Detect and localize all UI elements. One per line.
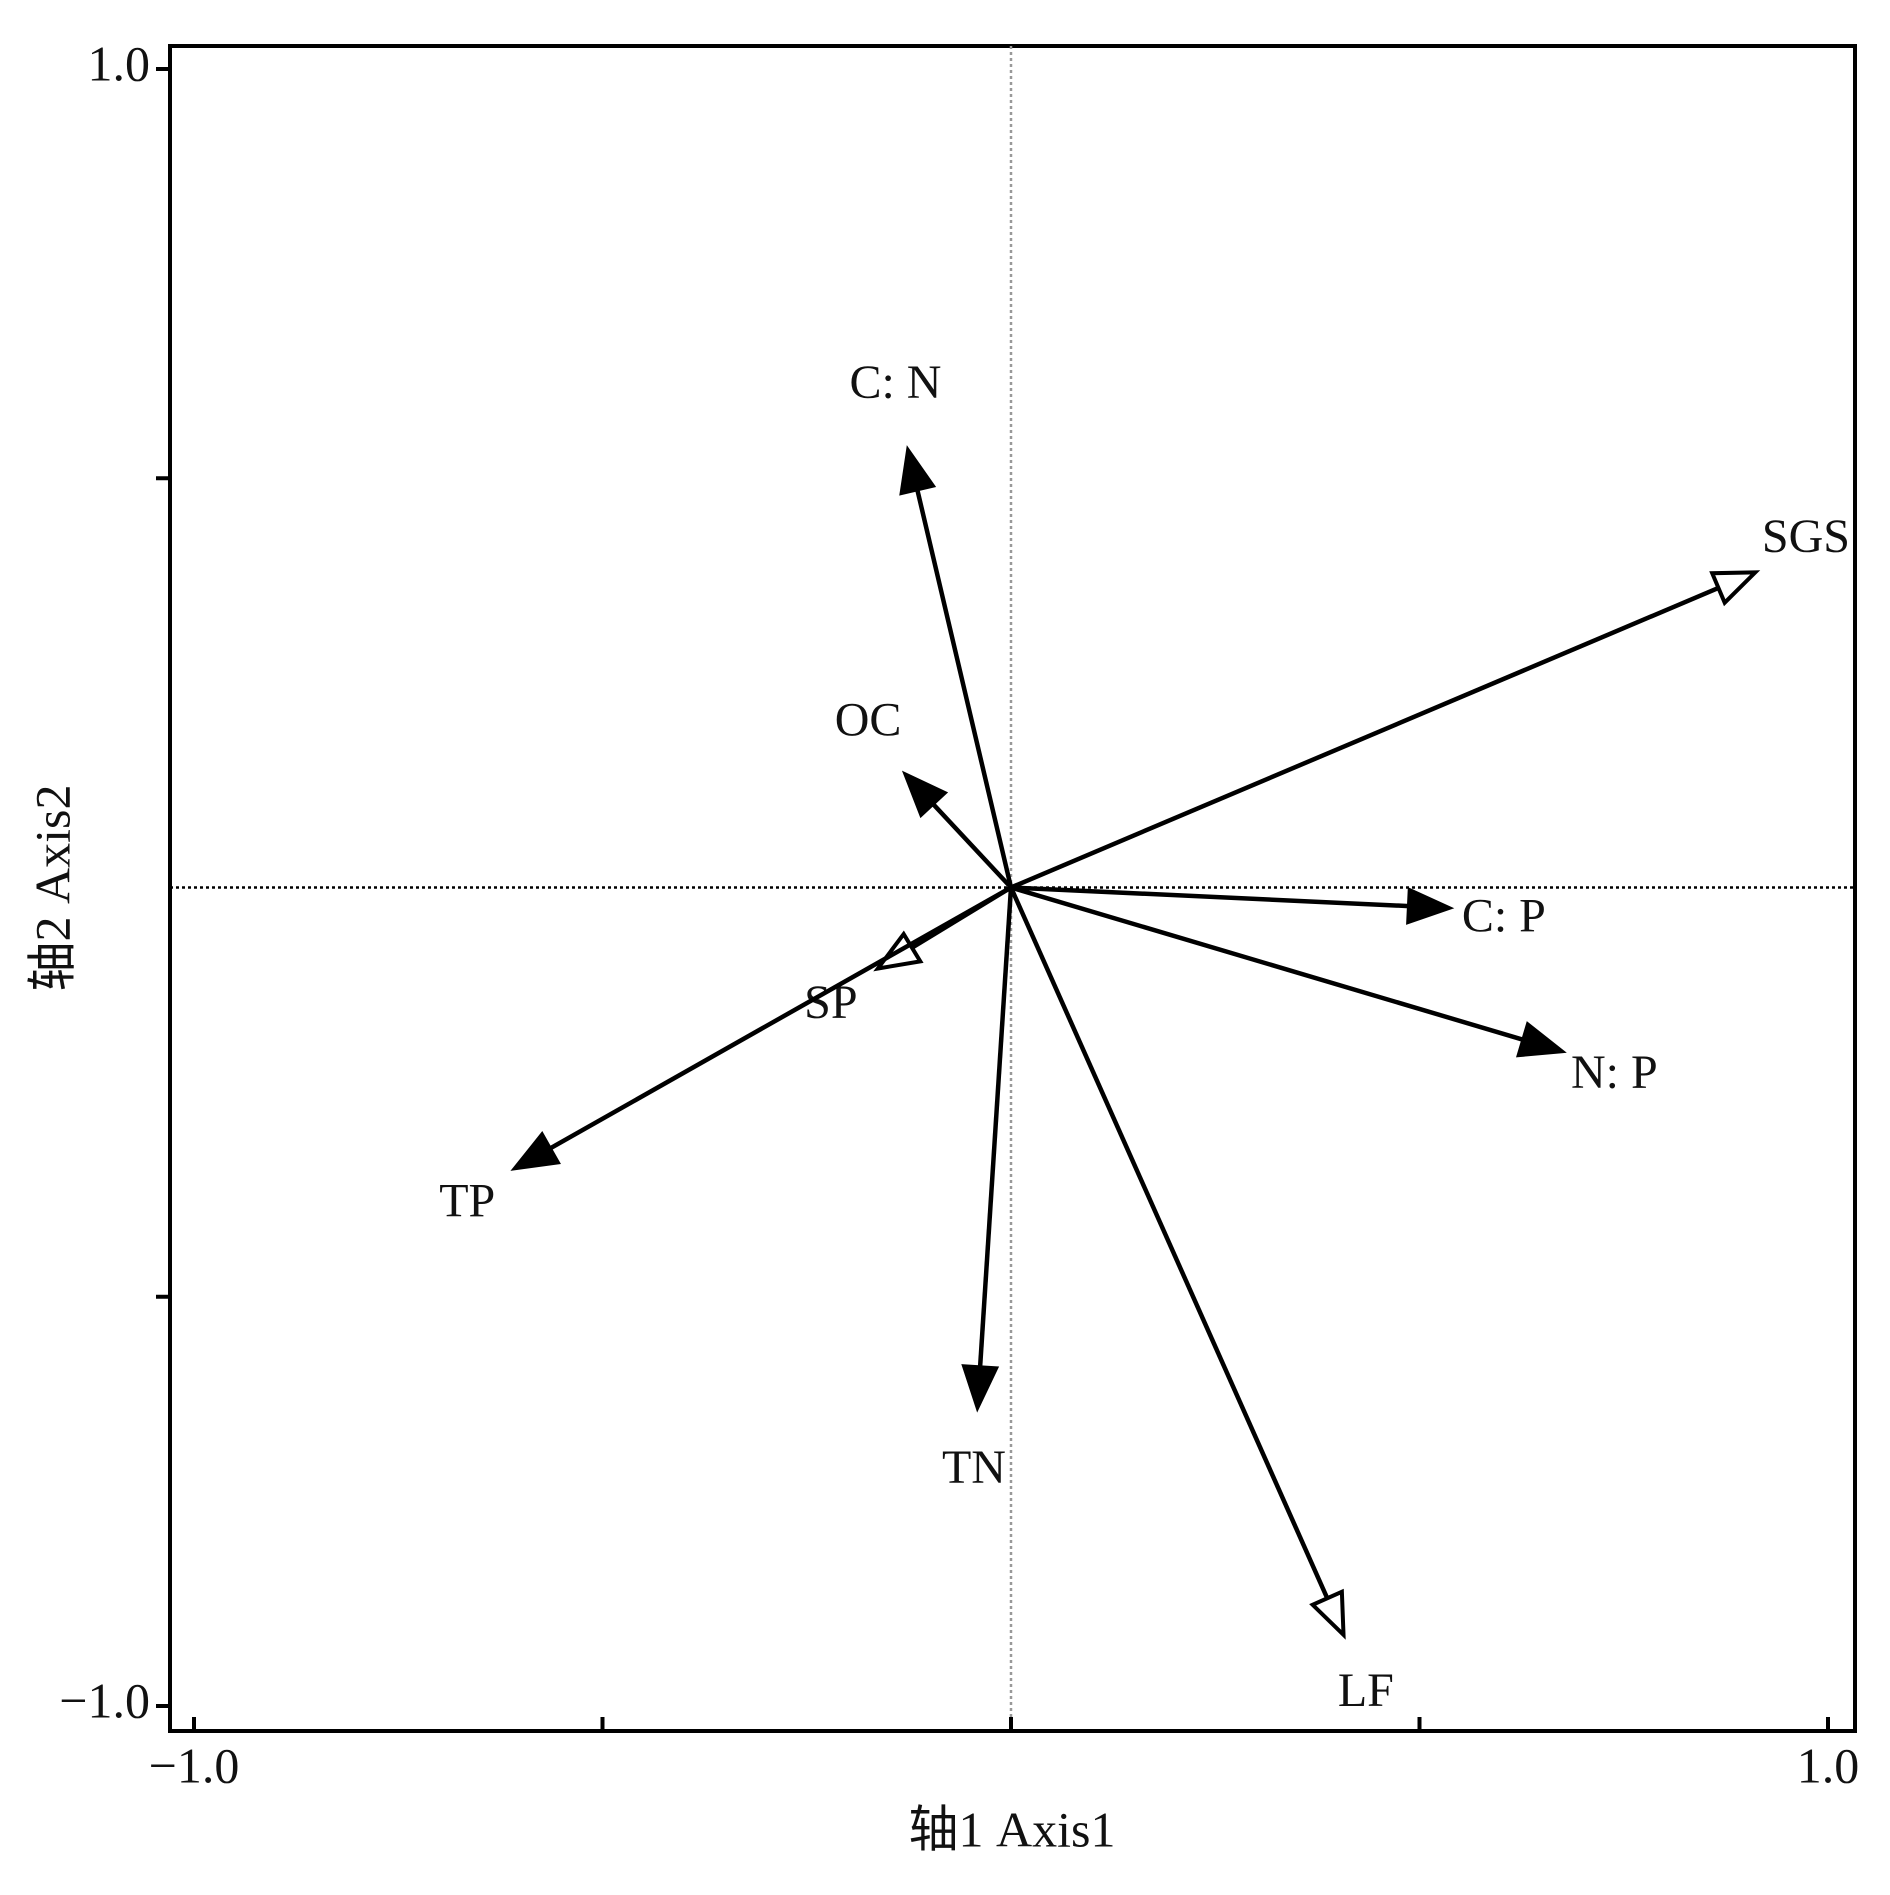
arrow-head — [510, 1131, 561, 1171]
vector-arrow — [1010, 885, 1524, 1042]
vector-arrow — [915, 488, 1014, 889]
arrow-head — [961, 1364, 1000, 1413]
arrow-head — [901, 770, 949, 819]
vector-label: OC — [835, 693, 902, 746]
y-tick-label: 1.0 — [88, 35, 151, 91]
arrow-head — [1515, 1021, 1567, 1058]
vector-arrow — [931, 802, 1013, 890]
vector-arrow — [1010, 585, 1720, 890]
vector-label: C: N — [849, 356, 941, 409]
x-axis-title: 轴1 Axis1 — [909, 1801, 1116, 1857]
y-axis-title: 轴2 Axis2 — [24, 785, 80, 992]
vector-label: TP — [439, 1174, 495, 1227]
arrow-head — [1709, 570, 1761, 607]
vector-label: TN — [942, 1441, 1006, 1494]
arrow-head — [899, 445, 937, 496]
y-tick-label: −1.0 — [59, 1672, 150, 1728]
vector-label: N: P — [1571, 1046, 1658, 1099]
x-tick-label: −1.0 — [149, 1737, 240, 1793]
x-tick-label: 1.0 — [1797, 1737, 1860, 1793]
vector-arrow — [1010, 885, 1410, 909]
vector-arrow — [977, 887, 1014, 1368]
vector-arrow — [1008, 886, 1330, 1600]
vector-label: LF — [1338, 1664, 1394, 1717]
vector-arrow — [548, 885, 1013, 1151]
arrow-head — [1406, 887, 1455, 925]
vector-label: SP — [804, 976, 857, 1029]
arrow-head — [1309, 1588, 1346, 1640]
vector-label: SGS — [1762, 510, 1850, 563]
vector-label: C: P — [1462, 890, 1546, 943]
